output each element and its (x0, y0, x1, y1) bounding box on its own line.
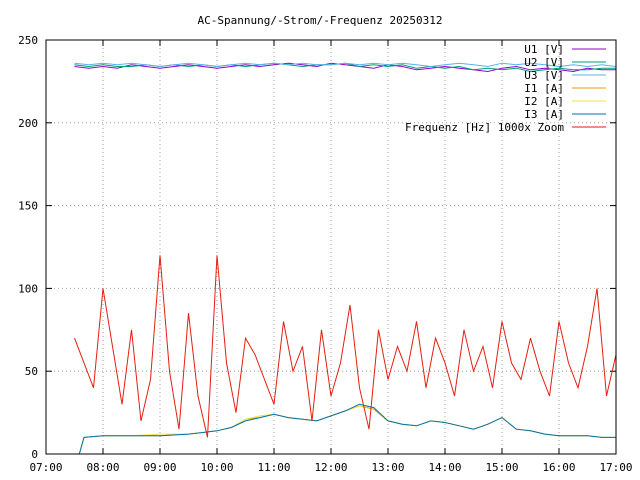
x-tick-label: 11:00 (257, 461, 290, 474)
legend-label: U2 [V] (524, 56, 564, 69)
x-tick-label: 13:00 (371, 461, 404, 474)
legend-label: U3 [V] (524, 69, 564, 82)
x-tick-label: 14:00 (428, 461, 461, 474)
y-tick-label: 100 (18, 282, 38, 295)
series-layer (74, 62, 617, 455)
legend-label: I2 [A] (524, 95, 564, 108)
legend-label: I1 [A] (524, 82, 564, 95)
x-axis: 07:00 08:00 09:00 10:00 11:00 12:00 13:00 14:00… (29, 40, 633, 474)
x-tick-label: 16:00 (542, 461, 575, 474)
series-line-2 (74, 62, 617, 68)
legend-label: U1 [V] (524, 43, 564, 56)
x-tick-label: 10:00 (200, 461, 233, 474)
plot-frame (45, 39, 617, 455)
chart-title: AC-Spannung/-Strom/-Frequenz 20250312 (197, 14, 442, 27)
x-tick-label: 07:00 (29, 461, 62, 474)
series-line-6 (74, 255, 617, 438)
x-tick-label: 09:00 (143, 461, 176, 474)
y-tick-label: 150 (18, 200, 38, 213)
grid (46, 40, 616, 454)
y-axis: 0 50 100 150 200 250 (18, 34, 616, 461)
y-tick-label: 200 (18, 117, 38, 130)
x-tick-label: 12:00 (314, 461, 347, 474)
x-tick-label: 17:00 (599, 461, 632, 474)
series-line-0 (74, 62, 616, 73)
x-tick-label: 08:00 (86, 461, 119, 474)
legend-label: Frequenz [Hz] 1000x Zoom (405, 121, 564, 134)
y-tick-label: 250 (18, 34, 38, 47)
legend: U1 [V]U2 [V]U3 [V]I1 [A]I2 [A]I3 [A]Freq… (405, 43, 606, 134)
x-tick-label: 15:00 (485, 461, 518, 474)
series-line-5 (78, 403, 616, 455)
legend-label: I3 [A] (524, 108, 564, 121)
y-tick-label: 0 (31, 448, 38, 461)
y-tick-label: 50 (25, 365, 38, 378)
